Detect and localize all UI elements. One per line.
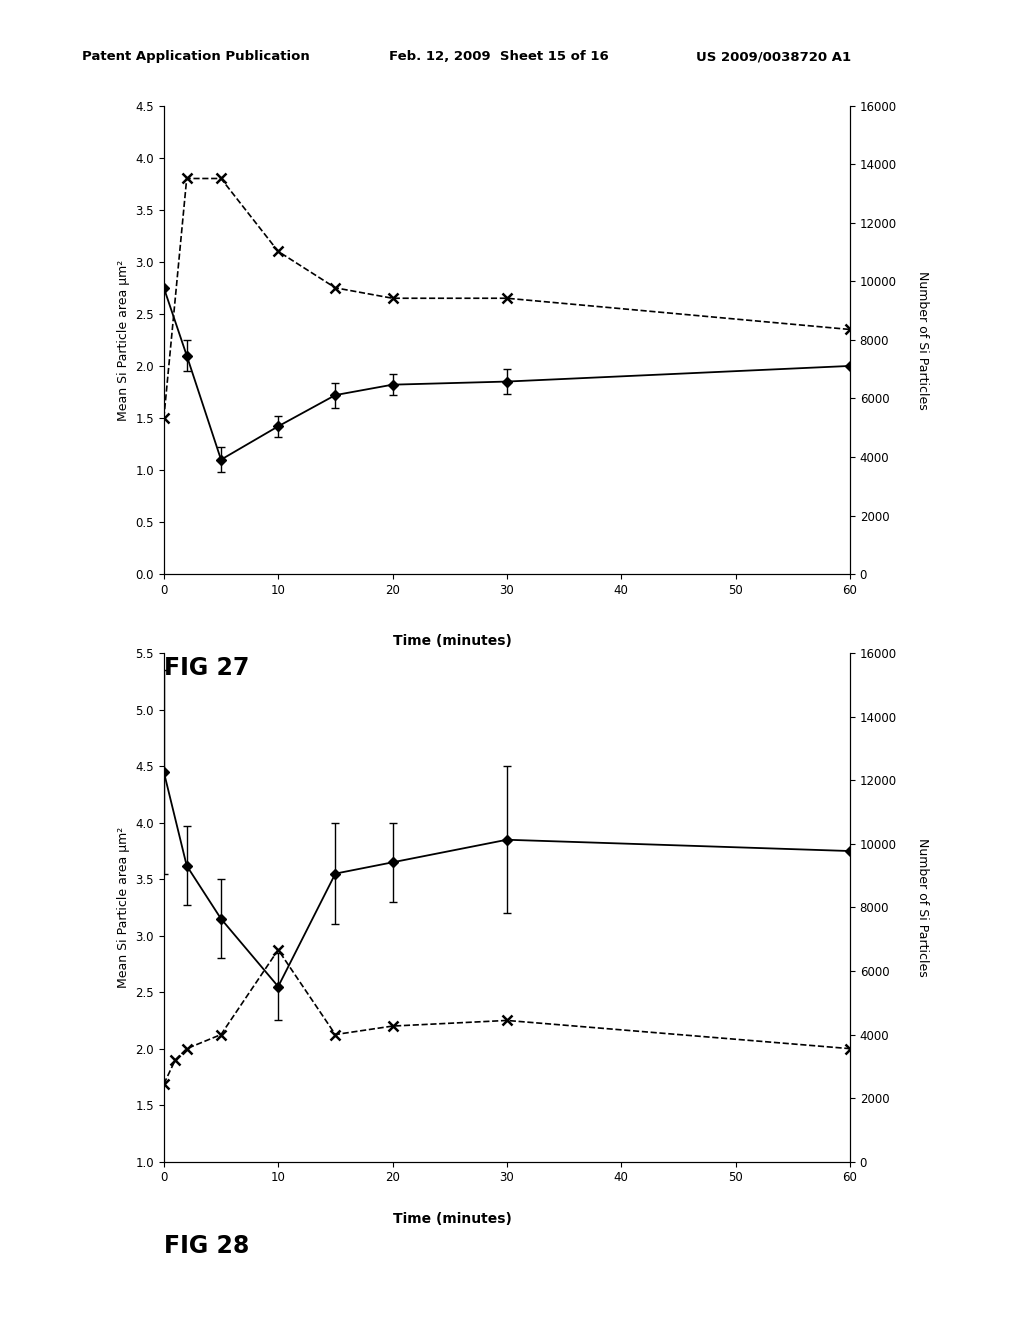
Text: US 2009/0038720 A1: US 2009/0038720 A1 (696, 50, 851, 63)
Text: FIG 27: FIG 27 (164, 656, 249, 680)
Text: Time (minutes): Time (minutes) (392, 1212, 511, 1226)
Y-axis label: Number of Si Particles: Number of Si Particles (916, 271, 929, 409)
Y-axis label: Number of Si Particles: Number of Si Particles (916, 838, 929, 977)
Text: FIG 28: FIG 28 (164, 1234, 249, 1258)
Text: Time (minutes): Time (minutes) (392, 634, 511, 648)
Text: Feb. 12, 2009  Sheet 15 of 16: Feb. 12, 2009 Sheet 15 of 16 (389, 50, 609, 63)
Y-axis label: Mean Si Particle area μm²: Mean Si Particle area μm² (117, 259, 130, 421)
Y-axis label: Mean Si Particle area μm²: Mean Si Particle area μm² (117, 826, 130, 989)
Text: Patent Application Publication: Patent Application Publication (82, 50, 309, 63)
